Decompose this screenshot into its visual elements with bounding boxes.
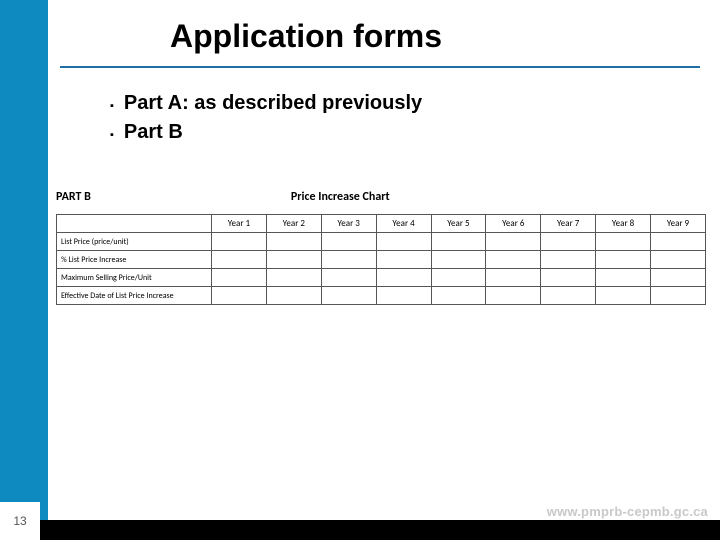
table-cell (541, 251, 596, 269)
table-header-row: Year 1 Year 2 Year 3 Year 4 Year 5 Year … (57, 215, 706, 233)
page-number: 13 (13, 514, 26, 528)
bullet-text: Part B (124, 121, 183, 144)
col-header: Year 5 (431, 215, 486, 233)
table-cell (321, 233, 376, 251)
col-header: Year 7 (541, 215, 596, 233)
table-cell (486, 251, 541, 269)
table-cell (431, 269, 486, 287)
bullet-text: Part A: as described previously (124, 92, 422, 115)
table-corner-cell (57, 215, 212, 233)
chart-title: Price Increase Chart (291, 190, 390, 204)
page-number-box: 13 (0, 502, 40, 540)
bullet-item: ▪ Part A: as described previously (110, 92, 422, 115)
table-cell (212, 251, 267, 269)
table-cell (431, 251, 486, 269)
table-cell (596, 269, 651, 287)
table-row: % List Price Increase (57, 251, 706, 269)
table-cell (431, 233, 486, 251)
table-row: Effective Date of List Price Increase (57, 287, 706, 305)
title-underline (60, 66, 700, 68)
row-label: List Price (price/unit) (57, 233, 212, 251)
table-cell (266, 233, 321, 251)
bullet-list: ▪ Part A: as described previously ▪ Part… (110, 92, 422, 150)
col-header: Year 3 (321, 215, 376, 233)
col-header: Year 2 (266, 215, 321, 233)
table-cell (212, 269, 267, 287)
footer-black-strip (40, 520, 720, 540)
bullet-item: ▪ Part B (110, 121, 422, 144)
table-cell (266, 251, 321, 269)
table-cell (266, 269, 321, 287)
col-header: Year 4 (376, 215, 431, 233)
bullet-icon: ▪ (110, 129, 114, 141)
table-cell (541, 269, 596, 287)
table-cell (541, 233, 596, 251)
table-cell (266, 287, 321, 305)
table-cell (486, 233, 541, 251)
col-header: Year 9 (651, 215, 706, 233)
slide: Application forms ▪ Part A: as described… (0, 0, 720, 540)
table-header-line: PART B Price Increase Chart (56, 190, 706, 204)
table-cell (596, 233, 651, 251)
table-cell (596, 251, 651, 269)
footer-url: www.pmprb-cepmb.gc.ca (547, 504, 708, 519)
table-cell (431, 287, 486, 305)
table-cell (651, 251, 706, 269)
row-label: % List Price Increase (57, 251, 212, 269)
table-cell (212, 287, 267, 305)
table-cell (486, 287, 541, 305)
table-cell (376, 287, 431, 305)
table-cell (321, 287, 376, 305)
table-cell (376, 269, 431, 287)
col-header: Year 8 (596, 215, 651, 233)
col-header: Year 1 (212, 215, 267, 233)
table-region: PART B Price Increase Chart Year 1 Year … (56, 190, 706, 305)
table-cell (596, 287, 651, 305)
table-cell (376, 233, 431, 251)
table-cell (212, 233, 267, 251)
price-increase-table: Year 1 Year 2 Year 3 Year 4 Year 5 Year … (56, 214, 706, 305)
table-cell (376, 251, 431, 269)
partb-label: PART B (56, 190, 91, 204)
table-row: List Price (price/unit) (57, 233, 706, 251)
table-cell (651, 269, 706, 287)
sidebar-accent (0, 0, 48, 540)
row-label: Effective Date of List Price Increase (57, 287, 212, 305)
row-label: Maximum Selling Price/Unit (57, 269, 212, 287)
table-cell (651, 233, 706, 251)
table-cell (486, 269, 541, 287)
table-cell (321, 269, 376, 287)
bullet-icon: ▪ (110, 100, 114, 112)
table-cell (321, 251, 376, 269)
col-header: Year 6 (486, 215, 541, 233)
slide-title: Application forms (170, 18, 442, 55)
table-row: Maximum Selling Price/Unit (57, 269, 706, 287)
table-cell (651, 287, 706, 305)
table-cell (541, 287, 596, 305)
